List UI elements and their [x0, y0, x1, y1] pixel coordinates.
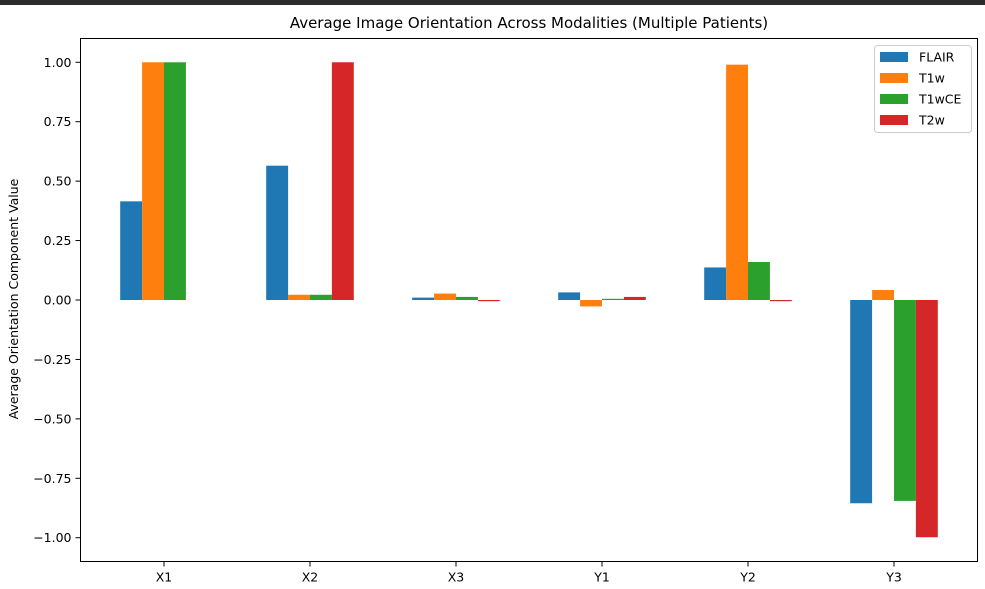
bar-t1wce-x1 [164, 62, 186, 300]
bar-t1wce-y1 [602, 298, 624, 300]
bar-flair-x1 [120, 201, 143, 300]
bar-t1w-y3 [872, 290, 894, 300]
legend-swatch-t2w [880, 115, 908, 125]
y-tick-label: 0.00 [44, 293, 72, 308]
bar-flair-y3 [850, 300, 873, 504]
bar-flair-x2 [266, 165, 289, 300]
legend-swatch-t1w [880, 73, 908, 83]
bar-t1w-y2 [726, 64, 748, 301]
y-tick-label: 1.00 [44, 55, 72, 70]
y-tick-label: 0.25 [44, 233, 72, 248]
window-top-bar [0, 0, 985, 5]
legend-label-t1wce: T1wCE [918, 92, 962, 107]
bar-t1w-x1 [142, 62, 164, 300]
x-tick-label: X1 [156, 570, 173, 585]
bar-flair-x3 [412, 297, 435, 300]
bar-t2w-y1 [623, 296, 646, 300]
chart-title: Average Image Orientation Across Modalit… [290, 14, 768, 32]
x-axis: X1 X2 X3 Y1 Y2 Y3 [156, 561, 902, 585]
bar-flair-y2 [704, 267, 727, 300]
bar-t1wce-y2 [748, 261, 770, 300]
y-tick-label: −1.00 [33, 530, 71, 545]
y-axis: 1.00 0.75 0.50 0.25 0.00 −0.25 −0.50 −0.75 −1.00 [33, 55, 81, 545]
bar-t2w-y3 [915, 300, 938, 538]
legend-box [874, 45, 972, 133]
legend-label-flair: FLAIR [919, 50, 955, 65]
x-tick-label: Y1 [593, 570, 610, 585]
y-tick-label: 0.75 [44, 114, 72, 129]
bar-t1w-x2 [288, 294, 310, 300]
bar-t1wce-x2 [310, 294, 332, 300]
bar-t1wce-y3 [894, 300, 916, 501]
bar-t2w-y2 [769, 300, 792, 302]
x-tick-label: Y2 [739, 570, 756, 585]
bars-group [120, 62, 938, 538]
x-tick-label: X3 [448, 570, 465, 585]
y-tick-label: −0.75 [33, 471, 71, 486]
x-tick-label: X2 [302, 570, 319, 585]
y-tick-label: −0.25 [33, 352, 71, 367]
x-tick-label: Y3 [885, 570, 902, 585]
bar-t1w-y1 [580, 300, 602, 307]
bar-t1w-x3 [434, 293, 456, 300]
legend-swatch-t1wce [880, 94, 908, 104]
bar-t2w-x3 [477, 300, 500, 302]
y-tick-label: 0.50 [44, 174, 72, 189]
legend-label-t2w: T2w [918, 113, 945, 128]
legend-label-t1w: T1w [918, 71, 945, 86]
legend: FLAIR T1w T1wCE T2w [874, 45, 972, 133]
legend-swatch-flair [880, 52, 908, 62]
plot-frame [80, 38, 978, 562]
y-tick-label: −0.50 [33, 411, 71, 426]
bar-t2w-x2 [331, 62, 354, 300]
bar-flair-y1 [558, 292, 581, 300]
bar-t1wce-x3 [456, 296, 478, 300]
y-axis-title: Average Orientation Component Value [6, 178, 21, 419]
